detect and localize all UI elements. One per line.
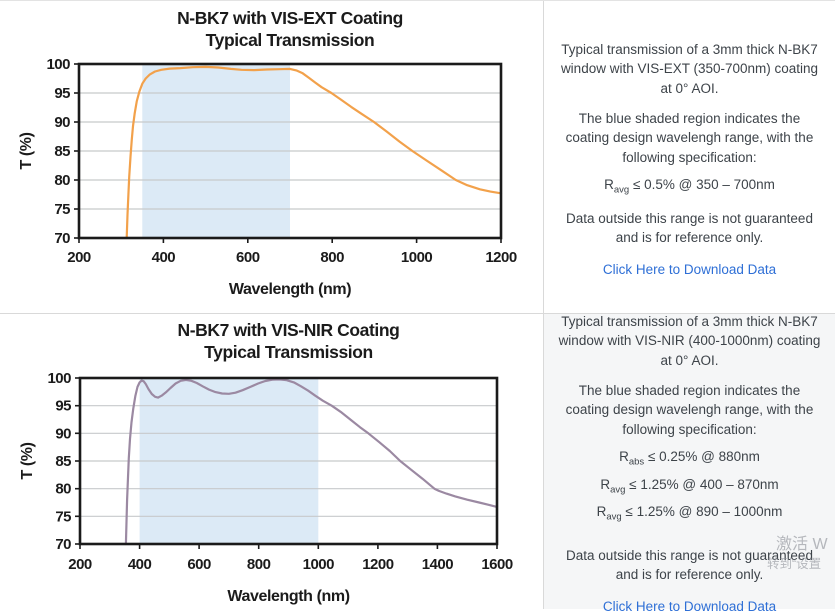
spec-line: Ravg ≤ 1.25% @ 890 – 1000nm: [597, 503, 783, 526]
download-data-link[interactable]: Click Here to Download Data: [602, 262, 777, 278]
svg-text:90: 90: [54, 114, 70, 131]
svg-text:1400: 1400: [422, 556, 454, 573]
svg-text:95: 95: [55, 398, 71, 415]
vis-ext-transmission-plot: 200 400 600 800 1000 1200 70 75 80 85 90 95 100 Wavel…: [18, 56, 517, 298]
spec-line: Ravg ≤ 0.5% @ 350 – 700nm: [604, 176, 775, 199]
spec-value: ≤ 1.25% @ 400 – 870nm: [625, 476, 779, 492]
chart-title: N-BK7 with VIS-EXT Coating: [177, 8, 403, 28]
disclaimer-text: Data outside this range is not guarantee…: [566, 211, 813, 246]
svg-text:85: 85: [54, 143, 70, 160]
chart-subtitle: Typical Transmission: [205, 30, 375, 50]
svg-text:1600: 1600: [481, 556, 513, 573]
shaded-region-note: The blue shaded region indicates the coa…: [565, 110, 814, 165]
svg-text:1200: 1200: [485, 249, 517, 266]
spec-subscript: avg: [606, 511, 622, 523]
vis-nir-transmission-plot: 200 400 600 800 1000 1200 1400 1600 70 75 80 85 90 95…: [19, 370, 513, 605]
svg-text:70: 70: [55, 536, 71, 553]
spec-symbol: R: [596, 503, 607, 519]
chart-title: N-BK7 with VIS-NIR Coating: [177, 320, 400, 340]
spec-value: ≤ 0.25% @ 880nm: [644, 449, 760, 465]
download-data-link[interactable]: Click Here to Download Data: [602, 599, 777, 615]
svg-text:600: 600: [236, 249, 260, 266]
svg-text:800: 800: [247, 556, 271, 573]
svg-text:95: 95: [54, 85, 70, 102]
vis-nir-description-panel: Typical transmission of a 3mm thick N-BK…: [543, 313, 835, 614]
spec-line: Rabs ≤ 0.25% @ 880nm: [619, 448, 760, 471]
svg-text:100: 100: [46, 56, 70, 73]
svg-text:100: 100: [47, 370, 71, 387]
spec-value: ≤ 0.5% @ 350 – 700nm: [629, 177, 775, 193]
svg-text:200: 200: [67, 249, 91, 266]
svg-text:T (%): T (%): [18, 132, 35, 169]
spec-subscript: abs: [628, 457, 645, 469]
svg-text:75: 75: [55, 508, 71, 525]
svg-text:Wavelength (nm): Wavelength (nm): [229, 281, 351, 298]
spec-value: ≤ 1.25% @ 890 – 1000nm: [621, 503, 783, 519]
disclaimer-text: Data outside this range is not guarantee…: [566, 547, 813, 583]
svg-text:Wavelength (nm): Wavelength (nm): [227, 588, 349, 605]
vis-nir-chart-title: N-BK7 with VIS-NIR Coating Typical Trans…: [80, 319, 497, 363]
spec-symbol: R: [600, 476, 611, 492]
vis-ext-chart-panel: 200 400 600 800 1000 1200 70 75 80 85 90 95 100 Wavel…: [0, 1, 543, 313]
spec-line: Ravg ≤ 1.25% @ 400 – 870nm: [600, 476, 778, 499]
vis-ext-description-panel: Typical transmission of a 3mm thick N-BK…: [543, 1, 835, 313]
spec-symbol: R: [604, 177, 614, 193]
svg-text:80: 80: [55, 481, 71, 498]
spec-symbol: R: [619, 449, 629, 465]
description-text: Typical transmission of a 3mm thick N-BK…: [558, 314, 821, 368]
windows-activation-watermark: 激活 W: [776, 536, 828, 553]
windows-activation-watermark-line2: 转到“设置: [767, 557, 822, 571]
vis-ext-chart-title: N-BK7 with VIS-EXT Coating Typical Trans…: [79, 7, 501, 51]
svg-text:90: 90: [55, 425, 71, 442]
shaded-region-note: The blue shaded region indicates the coa…: [565, 383, 814, 437]
svg-text:200: 200: [68, 556, 92, 573]
spec-subscript: avg: [613, 185, 630, 197]
svg-text:85: 85: [55, 453, 71, 470]
svg-text:70: 70: [54, 230, 70, 247]
vis-nir-chart-panel: 200 400 600 800 1000 1200 1400 1600 70 75 80 85 90 95…: [0, 313, 543, 609]
svg-text:400: 400: [128, 556, 152, 573]
svg-text:800: 800: [320, 249, 344, 266]
svg-text:T (%): T (%): [19, 442, 36, 479]
svg-text:1000: 1000: [303, 556, 335, 573]
svg-text:1000: 1000: [401, 249, 433, 266]
description-text: Typical transmission of a 3mm thick N-BK…: [560, 42, 819, 96]
svg-text:75: 75: [54, 201, 70, 218]
svg-text:80: 80: [54, 172, 70, 189]
chart-subtitle: Typical Transmission: [204, 342, 373, 362]
svg-text:600: 600: [187, 556, 211, 573]
spec-subscript: avg: [610, 484, 626, 496]
svg-text:1200: 1200: [362, 556, 394, 573]
svg-text:400: 400: [152, 249, 176, 266]
